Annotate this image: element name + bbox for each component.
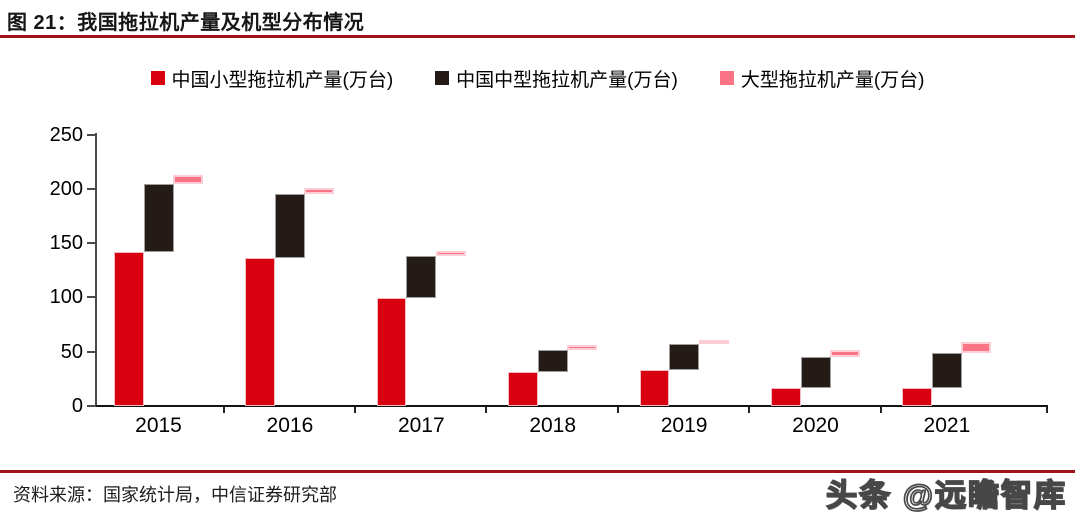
x-category-label-2016: 2016 [266, 414, 314, 437]
bar-small-2021 [902, 387, 932, 406]
bar-large-2017 [435, 250, 466, 257]
source-note: 资料来源：国家统计局，中信证券研究部 [13, 485, 337, 505]
bar-large-2018 [567, 345, 598, 350]
x-tick-3 [616, 407, 619, 413]
x-tick-2 [485, 407, 488, 413]
y-tick-label-250: 250 [49, 123, 83, 146]
bar-small-2015 [114, 251, 144, 406]
legend-item-large: 大型拖拉机产量(万台) [719, 65, 925, 92]
legend-label-medium: 中国中型拖拉机产量(万台) [456, 69, 678, 91]
bar-large-2019 [698, 339, 729, 345]
legend-label-small: 中国小型拖拉机产量(万台) [171, 69, 394, 91]
legend-label-large: 大型拖拉机产量(万台) [740, 69, 925, 91]
bar-large-2015 [173, 174, 203, 184]
bar-small-2019 [639, 370, 670, 406]
legend-swatch-icon-medium [435, 71, 450, 85]
bar-medium-2017 [406, 256, 437, 298]
x-tick-6 [1045, 407, 1048, 413]
bar-large-2021 [961, 342, 992, 353]
y-tick-50 [87, 350, 95, 353]
y-axis-line [95, 133, 97, 407]
y-tick-label-50: 50 [60, 340, 83, 363]
x-category-label-2021: 2021 [923, 414, 971, 437]
y-tick-250 [87, 133, 95, 136]
y-tick-label-150: 150 [49, 232, 83, 255]
x-category-label-2019: 2019 [660, 414, 708, 437]
y-tick-150 [87, 242, 95, 245]
x-tick-0 [222, 407, 225, 413]
y-tick-200 [87, 187, 95, 190]
x-category-label-2015: 2015 [135, 414, 182, 437]
bar-medium-2016 [274, 194, 305, 258]
legend-item-medium: 中国中型拖拉机产量(万台) [435, 65, 678, 92]
bar-medium-2021 [931, 352, 962, 388]
y-tick-0 [87, 405, 95, 407]
y-tick-label-100: 100 [49, 286, 83, 309]
legend-item-small: 中国小型拖拉机产量(万台) [150, 65, 394, 92]
x-category-label-2017: 2017 [397, 414, 445, 437]
bar-small-2016 [245, 257, 275, 406]
chart-legend: 中国小型拖拉机产量(万台) 中国中型拖拉机产量(万台) 大型拖拉机产量(万台) [0, 63, 1075, 93]
bar-large-2020 [830, 350, 860, 357]
bar-medium-2018 [537, 349, 568, 373]
footer-rule [0, 470, 1075, 473]
legend-swatch-icon-small [150, 71, 165, 85]
x-tick-4 [748, 407, 751, 413]
x-category-label-2020: 2020 [792, 414, 839, 437]
bar-medium-2015 [143, 183, 174, 252]
y-tick-label-200: 200 [49, 177, 83, 200]
x-axis-line [96, 405, 1048, 407]
bar-medium-2019 [669, 344, 700, 371]
x-tick-5 [879, 407, 882, 413]
legend-swatch-icon-large [719, 71, 734, 85]
watermark: 头条 @远瞻智库 [825, 477, 1067, 514]
x-tick-1 [353, 407, 356, 413]
y-tick-label-0: 0 [71, 395, 83, 417]
bar-small-2018 [508, 372, 538, 406]
bar-medium-2020 [800, 356, 831, 389]
figure-title: 图 21：我国拖拉机产量及机型分布情况 [7, 12, 365, 34]
bar-large-2016 [304, 187, 335, 195]
x-category-label-2018: 2018 [529, 414, 577, 437]
bar-small-2017 [376, 297, 407, 406]
bar-small-2020 [771, 388, 801, 406]
y-tick-100 [87, 296, 95, 299]
title-rule [0, 35, 1075, 38]
